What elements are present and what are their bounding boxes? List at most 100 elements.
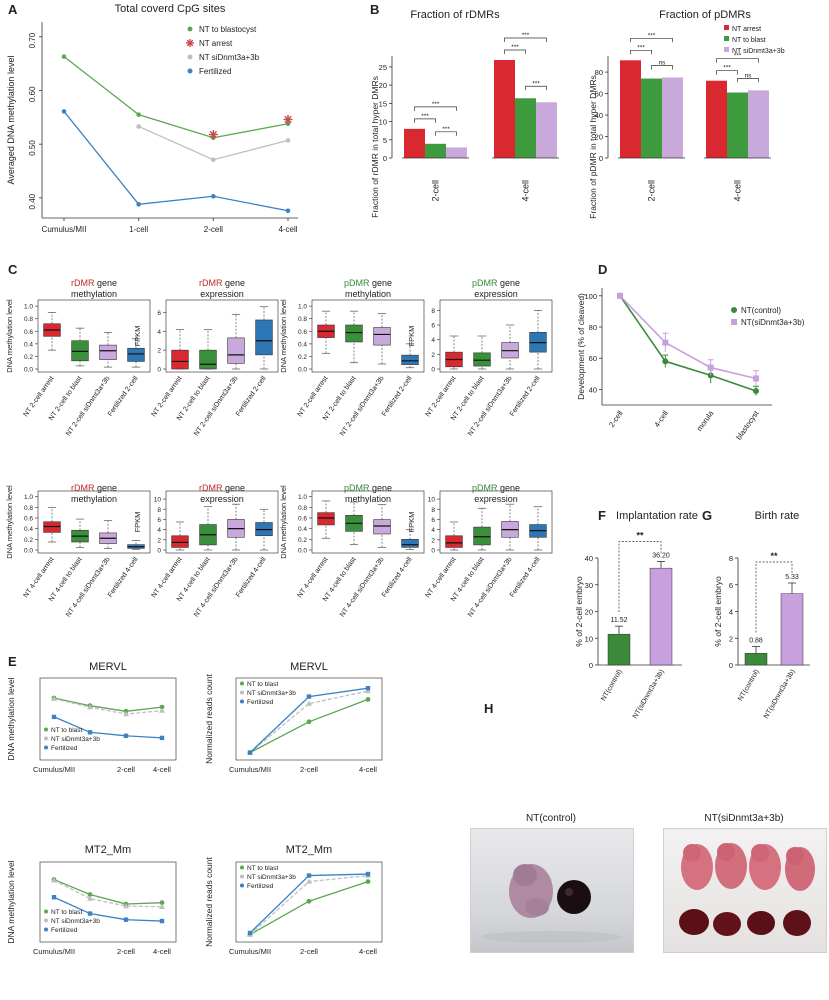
panel-d-point <box>306 694 312 699</box>
panel-d-title: MT2_Mm <box>85 844 131 856</box>
panel-d-point <box>159 704 165 710</box>
panel-c-title-line1: pDMR gene <box>344 483 392 493</box>
panel-d-chart-2: MERVL Normalized reads count Cumulus/MII 2-… <box>204 661 383 774</box>
panel-b-sig-bracket <box>414 118 436 123</box>
panel-d-series-line <box>249 698 369 754</box>
panel-c-title-line1: pDMR gene <box>472 483 520 493</box>
placenta-illustration <box>557 880 591 914</box>
panel-d-point <box>87 895 93 901</box>
panel-b-group-label: 4-cell <box>521 180 531 202</box>
panel-d-legend-marker <box>240 874 244 879</box>
panel-c-box <box>373 519 391 535</box>
panel-c-title-line2: methylation <box>71 289 117 299</box>
panel-c-ytick-label: 0.6 <box>298 516 307 523</box>
panel-c-ytick-label: 0.0 <box>24 548 33 555</box>
panel-d-xtick-label: Cumulus/MII <box>229 765 271 774</box>
panel-e-legend-label: NT(control) <box>741 306 781 315</box>
panel-d-point <box>365 871 371 877</box>
panel-b-legend: NT arrest NT to blast NT siDnmt3a+3b <box>724 25 785 55</box>
panel-d-frame <box>235 677 383 761</box>
panel-d-series-line <box>249 690 369 754</box>
panel-d-xtick-label: 2-cell <box>117 765 135 774</box>
panel-h-left-label: NT(control) <box>526 813 576 824</box>
panel-d-series-line <box>53 698 163 715</box>
panel-b-bar <box>494 60 515 158</box>
panel-d-xtick-label: 4-cell <box>153 947 171 956</box>
panel-c-ytick-label: 4 <box>157 329 161 336</box>
panel-a-point <box>61 109 67 114</box>
panel-c-title-line1: pDMR gene <box>472 278 520 288</box>
panel-b-ytick-label: 20 <box>595 133 603 142</box>
panel-b-group-label: 2-cell <box>431 180 441 202</box>
panel-c-title-line2: expression <box>200 494 244 504</box>
panel-h-right-label: NT(siDnmt3a+3b) <box>704 813 783 824</box>
panel-b-sig-label: ns <box>745 72 753 79</box>
panel-a: Total coverd CpG sites 0.40 0.50 0.60 0.70 Cu… <box>6 3 298 234</box>
panel-b-sig-label: *** <box>637 44 645 51</box>
panel-letter-b: B <box>370 2 379 17</box>
panel-c-ytick-label: 0.2 <box>24 537 33 544</box>
panel-b-sig-bracket <box>651 65 673 70</box>
panel-f: Implantation rate 0 10 20 30 40 % of 2-cell em… <box>574 510 698 720</box>
panel-f-value-label: 11.52 <box>611 617 628 624</box>
panel-d-chart-3: MT2_Mm DNA methylation level Cumulus/MII 2-… <box>6 844 177 956</box>
panel-c-ytick-label: 0.4 <box>298 526 307 533</box>
panel-c-ytick-label: 0.2 <box>298 354 307 361</box>
panel-d-title: MERVL <box>290 661 328 673</box>
panel-b-legend-label: NT siDnmt3a+3b <box>732 48 785 55</box>
panel-d-legend-label: NT to blast <box>51 727 83 734</box>
panel-c-box <box>255 319 273 356</box>
panel-e-ytick-label: 40 <box>589 385 597 394</box>
panel-e-xtick-label: 4-cell <box>652 409 670 429</box>
panel-d-point <box>51 714 57 720</box>
panel-c-title-rest: gene <box>369 483 392 493</box>
panel-c-title-line2: expression <box>474 289 518 299</box>
panel-b-sig-label: *** <box>734 53 742 60</box>
panel-c-title-rest: gene <box>94 483 117 493</box>
panel-a-point <box>211 193 216 199</box>
panel-d-xtick-label: Cumulus/MII <box>33 765 75 774</box>
panel-d-legend-label: NT to blast <box>247 681 279 688</box>
panel-d-point <box>87 730 93 735</box>
panel-c-xtick-label: Fertilized 4-cell <box>235 556 268 599</box>
panel-a-legend-label: NT arrest <box>199 39 233 48</box>
panel-d-legend-marker <box>240 681 244 686</box>
panel-c-box <box>473 526 491 546</box>
panel-c-title-rest: gene <box>222 278 245 288</box>
panel-d-ylabel: Normalized reads count <box>204 856 214 946</box>
panel-c-ytick-label: 2 <box>431 537 435 544</box>
panel-d-point <box>159 918 165 924</box>
panel-d-ylabel: DNA methylation level <box>6 677 16 760</box>
panel-c-frame <box>165 490 279 554</box>
panel-d-xtick-label: 2-cell <box>117 947 135 956</box>
panel-c-title-key: rDMR <box>199 483 223 493</box>
panel-d-series-line <box>53 878 163 905</box>
panel-c-title-key: rDMR <box>199 278 223 288</box>
panel-f-ylabel: % of 2-cell embryo <box>574 576 584 647</box>
panel-c-ytick-label: 0.6 <box>24 329 33 336</box>
panel-d-point <box>51 877 57 883</box>
panel-d-title: MERVL <box>89 661 127 673</box>
panel-c-xtick-label: Fertilized 2-cell <box>107 375 140 418</box>
panel-b-sig-label: *** <box>421 113 429 120</box>
panel-c-ytick-label: 0.8 <box>24 505 33 512</box>
panel-g-xtick-label: NT(control) <box>737 669 761 703</box>
panel-c-ytick-label: 2 <box>157 537 161 544</box>
panel-c-ytick-label: 6 <box>431 517 435 524</box>
panel-c-ytick-label: 0.0 <box>298 548 307 555</box>
panel-d-xtick-label: 4-cell <box>359 947 377 956</box>
panel-e-xtick-label: morula <box>695 408 716 433</box>
panel-g-ytick-label: 2 <box>729 634 733 643</box>
panel-b-sig-label: *** <box>442 126 450 133</box>
panel-g-sig-bracket <box>755 561 793 633</box>
panel-c-title-key: pDMR <box>472 483 498 493</box>
panel-g-title: Birth rate <box>755 510 800 522</box>
panel-c-ylabel: DNA methylation level <box>5 485 14 559</box>
panel-b-ytick-label: 60 <box>595 90 603 99</box>
panel-c-title-line2: methylation <box>345 289 391 299</box>
panel-d-series-line <box>53 879 163 908</box>
panel-b-ytick-label: 5 <box>383 136 387 145</box>
panel-c-title-rest: gene <box>369 278 392 288</box>
panel-c-title-key: pDMR <box>472 278 498 288</box>
